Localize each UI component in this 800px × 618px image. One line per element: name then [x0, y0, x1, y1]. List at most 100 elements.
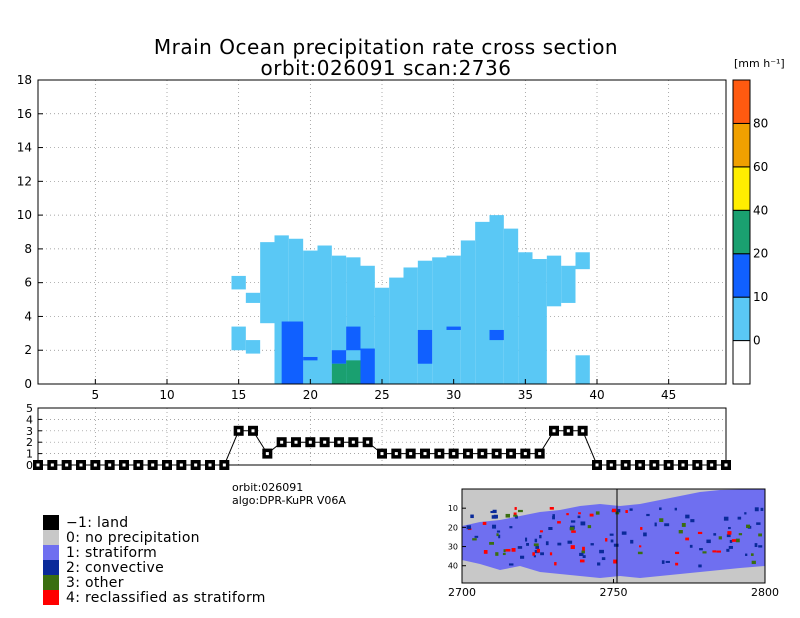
- orbit-label: orbit:026091: [232, 481, 303, 494]
- swath-map: 2700 2750 2800 10 20 30 40: [448, 488, 779, 599]
- legend-label: 4: reclassified as stratiform: [66, 590, 266, 606]
- swath-speckle: [595, 511, 600, 515]
- type-marker-dot: [93, 463, 97, 467]
- legend-swatch: [43, 545, 59, 560]
- type-marker-dot: [136, 463, 140, 467]
- x-tick-label: 35: [518, 388, 533, 402]
- type-marker-dot: [538, 452, 542, 456]
- precip-cells: [231, 215, 590, 384]
- swath-speckle: [601, 557, 606, 561]
- type-marker-dot: [50, 463, 54, 467]
- precip-cell: [561, 265, 576, 303]
- swath-speckle: [610, 539, 614, 543]
- swath-speckle: [605, 538, 608, 542]
- swath-speckle: [716, 550, 722, 553]
- colorbar-swatch: [732, 166, 751, 211]
- swath-speckle: [534, 538, 538, 543]
- precip-cell: [446, 326, 461, 330]
- precip-cell: [281, 321, 304, 384]
- swath-speckle: [470, 514, 474, 519]
- y-tick-label: 18: [17, 73, 32, 87]
- type-y-tick-label: 0: [26, 459, 33, 472]
- swath-speckle: [646, 513, 650, 517]
- type-marker-dot: [552, 429, 556, 433]
- swath-speckle: [712, 550, 717, 553]
- swath-speckle: [557, 521, 561, 524]
- precip-cell: [546, 255, 562, 307]
- swath-speckle: [580, 521, 586, 526]
- swath-y-tick-label: 10: [448, 504, 458, 513]
- swath-speckle: [502, 553, 506, 556]
- type-marker-dot: [466, 452, 470, 456]
- type-marker-dot: [265, 452, 269, 456]
- type-plot-frame: [37, 407, 727, 466]
- swath-speckle: [750, 553, 754, 556]
- swath-speckle: [630, 539, 634, 544]
- swath-speckle: [557, 542, 562, 546]
- y-tick-label: 0: [24, 377, 32, 391]
- type-marker-dot: [566, 429, 570, 433]
- swath-speckle: [587, 525, 592, 529]
- x-tick-label: 25: [374, 388, 389, 402]
- swath-speckle: [472, 538, 477, 541]
- swath-speckle: [466, 525, 472, 530]
- precip-cell: [489, 329, 504, 341]
- type-marker-dot: [595, 463, 599, 467]
- swath-speckle: [685, 537, 690, 541]
- y-tick-label: 6: [24, 276, 32, 290]
- type-marker-dot: [79, 463, 83, 467]
- precip-cell: [231, 275, 246, 290]
- type-marker-dot: [624, 463, 628, 467]
- swath-no-precip-north: [462, 489, 765, 526]
- type-y-tick-label: 2: [26, 436, 33, 449]
- x-tick-label: 45: [661, 388, 676, 402]
- swath-speckle: [582, 546, 585, 551]
- swath-speckle: [482, 521, 487, 525]
- type-marker-dot: [667, 463, 671, 467]
- swath-speckle: [579, 559, 585, 563]
- precip-cell: [346, 326, 361, 351]
- swath-speckle: [613, 543, 619, 547]
- swath-speckle: [689, 544, 693, 548]
- swath-no-precip-south: [462, 560, 765, 583]
- type-marker-dot: [394, 452, 398, 456]
- swath-speckle: [699, 548, 703, 551]
- swath-speckle: [726, 548, 730, 552]
- swath-speckle: [729, 539, 733, 543]
- swath-speckle: [545, 541, 549, 546]
- swath-speckle: [637, 551, 643, 555]
- precip-cell: [575, 355, 590, 384]
- swath-speckle: [731, 539, 737, 542]
- swath-speckle: [640, 527, 643, 530]
- swath-speckle: [582, 555, 586, 558]
- type-marker-dot: [122, 463, 126, 467]
- type-marker-dot: [581, 429, 585, 433]
- swath-speckle: [665, 560, 670, 563]
- algo-label: algo:DPR-KuPR V06A: [232, 494, 346, 507]
- swath-x-tick-label: 2750: [600, 586, 628, 599]
- swath-speckle: [744, 512, 747, 515]
- type-marker-dot: [452, 452, 456, 456]
- swath-speckle: [706, 539, 711, 544]
- swath-speckle: [536, 548, 540, 553]
- type-marker-dot: [509, 452, 513, 456]
- x-tick-label: 10: [159, 388, 174, 402]
- swath-speckle: [745, 553, 748, 556]
- type-marker-dot: [208, 463, 212, 467]
- swath-speckle: [728, 526, 731, 530]
- type-marker-dot: [179, 463, 183, 467]
- swath-speckle: [661, 560, 665, 564]
- swath-speckle: [685, 514, 690, 519]
- type-marker-dot: [323, 440, 327, 444]
- swath-speckle: [737, 516, 742, 520]
- precip-cell: [231, 326, 246, 351]
- swath-speckle: [659, 507, 662, 511]
- precip-cell: [260, 242, 275, 324]
- swath-speckle: [758, 533, 762, 537]
- swath-speckle: [754, 543, 758, 548]
- swath-speckle: [675, 562, 679, 566]
- type-marker-dot: [351, 440, 355, 444]
- swath-speckle: [533, 555, 536, 558]
